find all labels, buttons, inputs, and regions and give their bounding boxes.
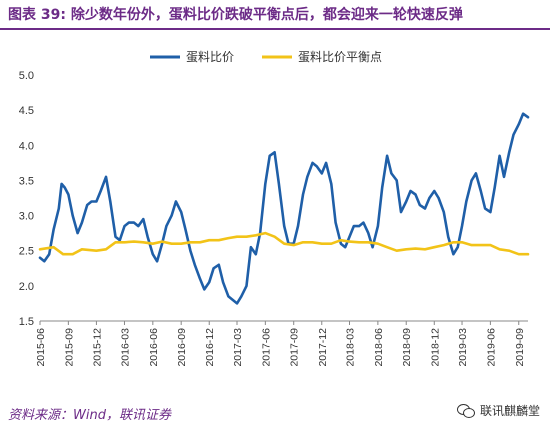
watermark-text: 联讯麒麟堂: [479, 404, 540, 418]
y-tick-label: 3.0: [19, 211, 34, 223]
legend-label-balance: 蛋料比价平衡点: [298, 50, 382, 64]
x-tick-label: 2017-06: [260, 328, 272, 367]
source-note: 资料来源：Wind，联讯证券: [8, 408, 171, 423]
figure-header: 图表 39: 除少数年份外，蛋料比价跌破平衡点后，都会迎来一轮快速反弹: [0, 0, 550, 30]
x-tick-label: 2017-12: [317, 328, 329, 367]
x-tick-label: 2019-03: [457, 328, 469, 367]
x-tick-label: 2018-09: [401, 328, 413, 367]
x-tick-label: 2017-09: [289, 328, 301, 367]
line-chart: 1.5 2.0 2.5 3.0 3.5 4.0 4.5 5.0 2015-06 2015-09 20…: [19, 50, 530, 367]
y-tick-label: 2.0: [19, 281, 34, 293]
x-tick-label: 2016-03: [119, 328, 131, 367]
chart-area: 1.5 2.0 2.5 3.0 3.5 4.0 4.5 5.0 2015-06 2015-09 20…: [0, 30, 550, 390]
figure-title: 除少数年份外，蛋料比价跌破平衡点后，都会迎来一轮快速反弹: [70, 7, 463, 23]
x-tick-label: 2018-03: [345, 328, 357, 367]
y-tick-label: 4.5: [19, 105, 34, 117]
y-tick-label: 3.5: [19, 175, 34, 187]
x-tick-label: 2018-06: [373, 328, 385, 367]
y-tick-label: 1.5: [19, 316, 34, 328]
wechat-icon: [456, 403, 475, 418]
y-tick-label: 2.5: [19, 246, 34, 258]
x-tick-label: 2017-03: [232, 328, 244, 367]
x-tick-label: 2015-09: [63, 328, 75, 367]
y-tick-label: 4.0: [19, 140, 34, 152]
x-tick-label: 2016-12: [204, 328, 216, 367]
figure-label: 图表 39:: [8, 7, 66, 23]
x-tick-label: 2015-06: [35, 328, 47, 367]
x-tick-label: 2016-06: [148, 328, 160, 367]
x-tick-label: 2019-06: [485, 328, 497, 367]
x-tick-label: 2018-12: [429, 328, 441, 367]
x-tick-label: 2019-09: [514, 328, 526, 367]
x-tick-label: 2015-12: [91, 328, 103, 367]
legend-label-ratio: 蛋料比价: [186, 50, 234, 64]
figure-footer: 资料来源：Wind，联讯证券 联讯麒麟堂: [0, 390, 550, 428]
series-line-balance: [38, 231, 530, 256]
watermark: 联讯麒麟堂: [456, 402, 540, 419]
series-line-ratio: [38, 112, 530, 305]
y-tick-label: 5.0: [19, 70, 34, 82]
x-tick-label: 2016-09: [176, 328, 188, 367]
